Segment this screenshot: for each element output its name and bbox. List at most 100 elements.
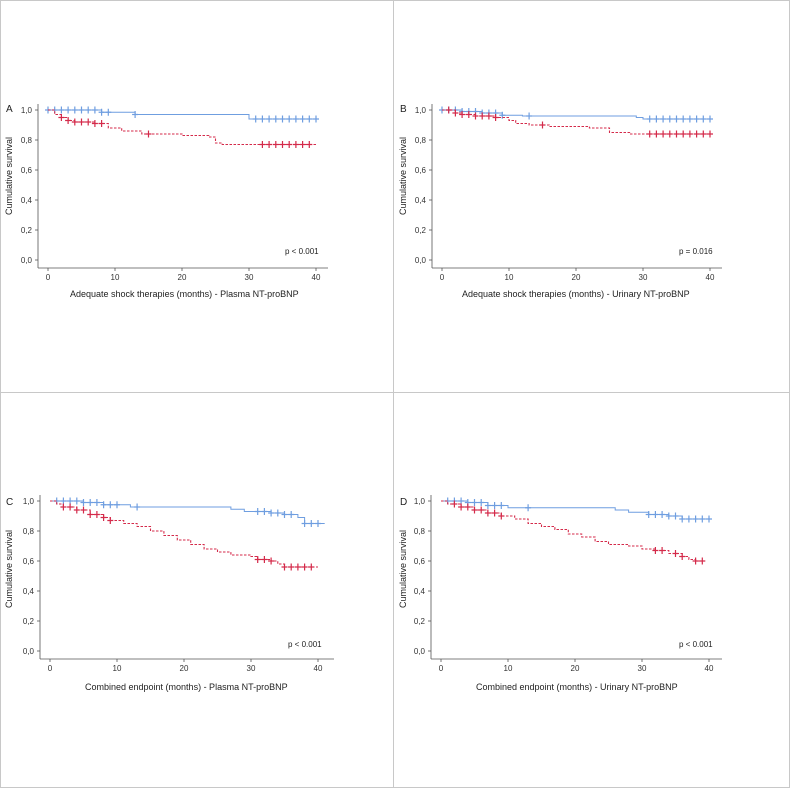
- censor-mark-high: [485, 112, 492, 120]
- y-tick-label: 0,2: [21, 226, 33, 235]
- censor-mark-high: [445, 106, 452, 114]
- censor-mark-low: [85, 106, 92, 114]
- censor-mark-high: [87, 511, 94, 518]
- x-tick-label: 30: [638, 664, 647, 673]
- censor-mark-high: [479, 112, 486, 120]
- censor-mark-low: [665, 512, 672, 520]
- censor-mark-high: [279, 141, 286, 148]
- censor-mark-low: [525, 504, 532, 512]
- censor-mark-low: [93, 499, 100, 506]
- censor-mark-low: [301, 520, 308, 527]
- censor-mark-high: [699, 557, 706, 565]
- censor-mark-high: [145, 130, 152, 138]
- censor-mark-high: [286, 141, 293, 148]
- censor-mark-low: [680, 115, 687, 123]
- censor-mark-low: [499, 111, 506, 119]
- km-plot: 0 10 20 30 40 0,0 0,2 0,4 0,6 0,8 1,0: [23, 495, 334, 673]
- x-tick-label: 20: [180, 664, 189, 673]
- censor-mark-high: [266, 141, 273, 148]
- censor-mark-high: [60, 503, 67, 511]
- censor-mark-high: [301, 563, 308, 571]
- panel-b: B Cumulative survival Adequate shock the…: [394, 0, 787, 392]
- censor-mark-high: [254, 556, 261, 563]
- censor-mark-high: [259, 141, 266, 148]
- censor-mark-low: [87, 499, 94, 506]
- y-tick-label: 0,2: [415, 226, 427, 235]
- censor-mark-low: [114, 501, 120, 509]
- censor-mark-low: [692, 515, 699, 523]
- censor-mark-low: [268, 509, 275, 517]
- y-tick-label: 0,0: [414, 647, 426, 656]
- censor-mark-low: [645, 511, 652, 518]
- censor-mark-high: [93, 511, 100, 518]
- censor-mark-low: [498, 502, 505, 509]
- panel-c: C Cumulative survival Combined endpoint …: [0, 393, 393, 785]
- x-axis-label: Adequate shock therapies (months) - Plas…: [70, 289, 299, 299]
- censor-mark-low: [281, 511, 288, 518]
- censor-mark-low: [266, 115, 273, 123]
- y-tick-label: 0,6: [414, 557, 426, 566]
- x-tick-label: 20: [572, 273, 581, 282]
- censor-mark-high: [707, 130, 713, 138]
- censor-mark-low: [292, 115, 299, 123]
- x-tick-label: 10: [111, 273, 120, 282]
- censor-mark-low: [484, 502, 491, 509]
- censor-mark-low: [299, 115, 306, 123]
- censor-mark-high: [666, 130, 673, 138]
- panel-d: D Cumulative survival Combined endpoint …: [394, 393, 787, 785]
- censor-mark-low: [288, 511, 295, 518]
- censor-mark-high: [465, 111, 472, 118]
- censor-mark-low: [91, 106, 98, 114]
- y-tick-label: 0,6: [23, 557, 35, 566]
- x-tick-label: 30: [639, 273, 648, 282]
- censor-mark-high: [673, 130, 680, 138]
- censor-mark-low: [134, 503, 141, 511]
- censor-mark-low: [67, 497, 74, 505]
- censor-mark-low: [65, 106, 72, 114]
- y-tick-label: 0,4: [414, 587, 426, 596]
- y-tick-label: 1,0: [23, 497, 35, 506]
- censor-mark-high: [78, 118, 85, 126]
- censor-mark-high: [700, 130, 707, 138]
- survival-curve-high: [441, 500, 703, 562]
- censor-mark-low: [306, 115, 313, 123]
- censor-mark-high: [91, 120, 98, 127]
- y-tick-label: 0,8: [415, 136, 427, 145]
- y-tick-label: 0,2: [23, 617, 35, 626]
- x-tick-label: 10: [504, 664, 513, 673]
- y-tick-label: 0,0: [21, 256, 33, 265]
- censor-mark-low: [100, 501, 107, 509]
- y-tick-label: 0,0: [415, 256, 427, 265]
- censor-mark-high: [498, 512, 505, 520]
- y-tick-label: 0,8: [23, 527, 35, 536]
- y-tick-label: 0,2: [414, 617, 426, 626]
- x-tick-label: 0: [440, 273, 445, 282]
- censor-mark-high: [646, 130, 653, 138]
- censor-mark-low: [458, 497, 465, 505]
- y-tick-label: 1,0: [415, 106, 427, 115]
- censor-mark-low: [686, 115, 693, 123]
- censor-mark-low: [707, 115, 713, 123]
- panel-letter: B: [400, 104, 407, 115]
- x-tick-label: 40: [706, 273, 715, 282]
- censor-mark-low: [673, 115, 680, 123]
- x-tick-label: 30: [247, 664, 256, 673]
- censor-mark-high: [80, 506, 87, 514]
- censor-mark-high: [458, 503, 465, 511]
- censor-mark-low: [471, 499, 478, 506]
- censor-mark-low: [478, 499, 485, 506]
- censor-mark-low: [60, 497, 67, 505]
- x-tick-label: 40: [705, 664, 714, 673]
- censor-mark-low: [107, 501, 114, 509]
- panel-letter: A: [6, 104, 13, 115]
- censor-mark-low: [78, 106, 85, 114]
- y-tick-label: 0,0: [23, 647, 35, 656]
- x-tick-label: 20: [571, 664, 580, 673]
- censor-mark-high: [652, 547, 659, 554]
- censor-mark-high: [459, 111, 466, 118]
- censor-mark-low: [286, 115, 293, 123]
- panel-divider-vertical: [393, 0, 394, 788]
- censor-mark-low: [685, 515, 692, 523]
- x-tick-label: 40: [314, 664, 323, 673]
- censor-mark-low: [73, 497, 80, 505]
